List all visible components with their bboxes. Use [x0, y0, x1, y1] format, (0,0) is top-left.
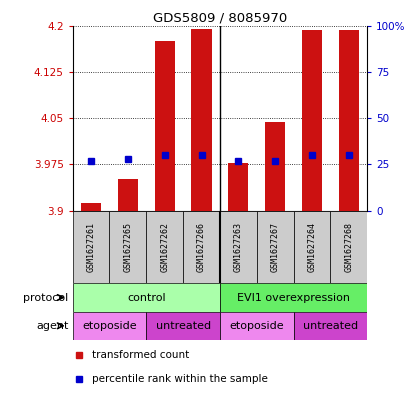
Bar	[220, 312, 294, 340]
Text: transformed count: transformed count	[92, 350, 189, 360]
Bar	[257, 211, 294, 283]
Text: GSM1627264: GSM1627264	[308, 222, 317, 272]
Bar	[81, 203, 101, 211]
Bar	[110, 211, 146, 283]
Bar	[220, 211, 257, 283]
Bar	[294, 312, 367, 340]
Text: GSM1627261: GSM1627261	[87, 222, 95, 272]
Bar	[146, 211, 183, 283]
Text: untreated: untreated	[303, 321, 358, 331]
Bar	[154, 41, 175, 211]
Text: untreated: untreated	[156, 321, 211, 331]
Bar	[146, 312, 220, 340]
Title: GDS5809 / 8085970: GDS5809 / 8085970	[153, 11, 287, 24]
Text: EVI1 overexpression: EVI1 overexpression	[237, 292, 350, 303]
Text: agent: agent	[36, 321, 68, 331]
Bar	[330, 211, 367, 283]
Text: GSM1627266: GSM1627266	[197, 222, 206, 272]
Bar	[73, 312, 146, 340]
Text: protocol: protocol	[23, 292, 68, 303]
Text: etoposide: etoposide	[82, 321, 137, 331]
Text: GSM1627262: GSM1627262	[160, 222, 169, 272]
Bar	[302, 30, 322, 211]
Text: GSM1627268: GSM1627268	[344, 222, 353, 272]
Text: GSM1627267: GSM1627267	[271, 222, 280, 272]
Text: GSM1627263: GSM1627263	[234, 222, 243, 272]
Bar	[191, 29, 212, 211]
Bar	[220, 283, 367, 312]
Bar	[339, 31, 359, 211]
Text: GSM1627265: GSM1627265	[123, 222, 132, 272]
Text: etoposide: etoposide	[229, 321, 284, 331]
Text: percentile rank within the sample: percentile rank within the sample	[92, 374, 268, 384]
Bar	[265, 122, 286, 211]
Bar	[183, 211, 220, 283]
Bar	[73, 211, 110, 283]
Bar	[228, 163, 249, 211]
Text: control: control	[127, 292, 166, 303]
Bar	[73, 283, 220, 312]
Bar	[118, 178, 138, 211]
Bar	[294, 211, 330, 283]
